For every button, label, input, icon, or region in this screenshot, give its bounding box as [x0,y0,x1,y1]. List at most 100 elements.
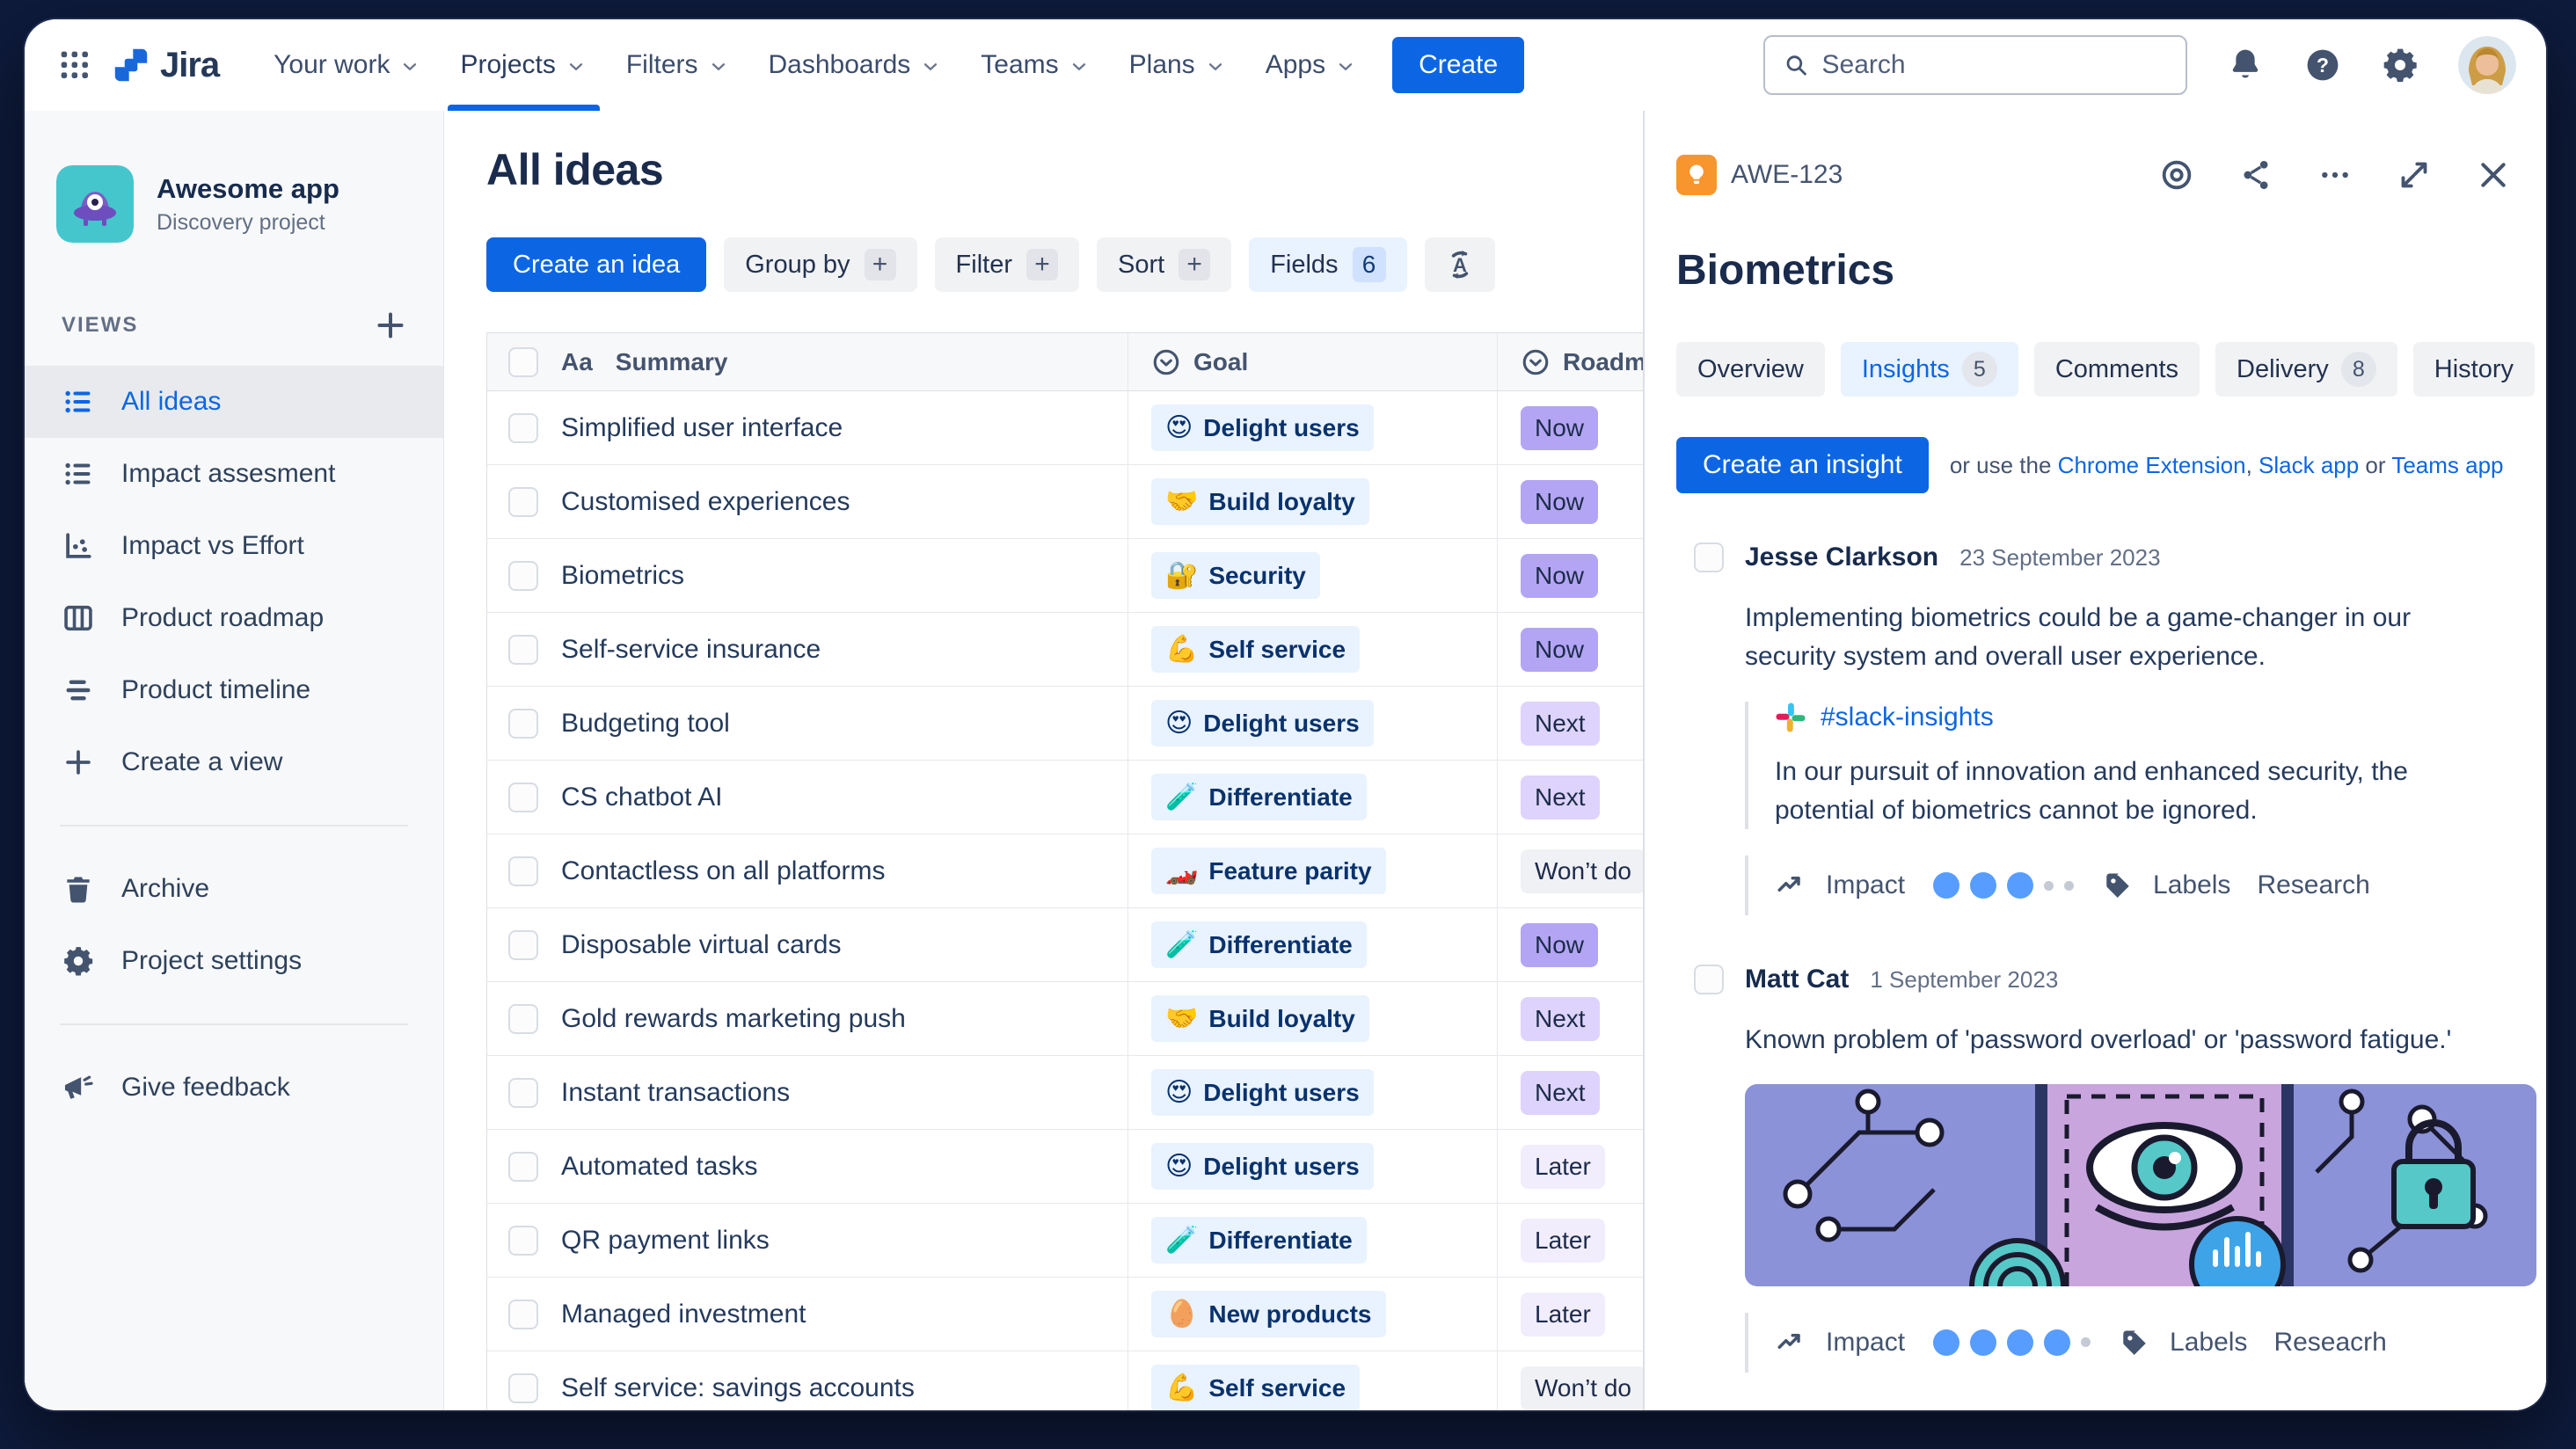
idea-summary[interactable]: Automated tasks [561,1151,758,1181]
close-icon[interactable] [2476,157,2511,193]
roadmap-badge[interactable]: Now [1521,405,1599,450]
user-avatar[interactable] [2458,36,2516,94]
panel-tab[interactable]: Delivery 8 [2215,342,2397,397]
roadmap-badge[interactable]: Now [1521,922,1599,967]
nav-item[interactable]: Plans [1110,19,1246,111]
nav-item[interactable]: Teams [961,19,1109,111]
create-button[interactable]: Create [1392,37,1525,93]
sidebar-tool-item[interactable]: Archive [25,853,443,925]
impact-rating[interactable] [1933,1329,2091,1356]
create-insight-button[interactable]: Create an insight [1676,437,1929,493]
create-idea-button[interactable]: Create an idea [486,237,707,292]
chrome-extension-link[interactable]: Chrome Extension [2057,451,2246,478]
table-row[interactable]: Contactless on all platforms 🏎️ Feature … [487,834,1779,908]
table-row[interactable]: Managed investment 🥚 New products Later [487,1278,1779,1351]
impact-dot[interactable] [1970,1329,1997,1356]
give-feedback-item[interactable]: Give feedback [25,1052,443,1124]
table-row[interactable]: Self service: savings accounts 💪 Self se… [487,1351,1779,1410]
table-row[interactable]: Automated tasks 😍 Delight users Later [487,1130,1779,1204]
roadmap-badge[interactable]: Next [1521,775,1600,819]
idea-summary[interactable]: Instant transactions [561,1077,791,1107]
goal-chip[interactable]: 🥚 New products [1151,1291,1386,1337]
sidebar-view-item[interactable]: Impact assesment [25,438,443,510]
idea-summary[interactable]: Customised experiences [561,486,850,516]
row-checkbox[interactable] [508,1151,538,1182]
idea-summary[interactable]: CS chatbot AI [561,782,723,812]
row-checkbox[interactable] [508,486,538,517]
row-checkbox[interactable] [508,782,538,812]
group-by-button[interactable]: Group by + [724,237,917,292]
goal-chip[interactable]: 😍 Delight users [1151,1143,1374,1190]
auto-translate-button[interactable]: A [1424,237,1495,292]
column-header-goal[interactable]: Goal [1193,347,1249,375]
more-icon[interactable] [2317,157,2353,193]
row-checkbox[interactable] [508,708,538,739]
fields-button[interactable]: Fields 6 [1249,237,1407,292]
goal-chip[interactable]: 🧪 Differentiate [1151,921,1367,968]
row-checkbox[interactable] [508,1077,538,1108]
row-checkbox[interactable] [508,1003,538,1034]
row-checkbox[interactable] [508,412,538,443]
idea-summary[interactable]: Managed investment [561,1299,806,1329]
nav-item[interactable]: Apps [1246,19,1376,111]
idea-summary[interactable]: Self-service insurance [561,634,821,664]
add-view-icon[interactable] [373,308,408,343]
impact-dot[interactable] [2007,1329,2034,1356]
roadmap-badge[interactable]: Next [1521,996,1600,1041]
sidebar-view-item[interactable]: All ideas [25,366,443,438]
panel-tab[interactable]: Insights 5 [1840,342,2018,397]
row-checkbox[interactable] [508,560,538,591]
search-box[interactable] [1763,35,2187,95]
nav-item[interactable]: Dashboards [749,19,962,111]
column-header-summary[interactable]: Summary [615,347,728,375]
idea-summary[interactable]: Budgeting tool [561,708,730,738]
settings-icon[interactable] [2381,46,2419,84]
goal-chip[interactable]: 😍 Delight users [1151,1069,1374,1116]
table-row[interactable]: Budgeting tool 😍 Delight users Next [487,687,1779,761]
goal-chip[interactable]: 🤝 Build loyalty [1151,995,1369,1042]
watch-icon[interactable] [2159,157,2194,193]
table-row[interactable]: Self-service insurance 💪 Self service No… [487,613,1779,687]
roadmap-badge[interactable]: Later [1521,1218,1605,1263]
panel-tab[interactable]: Overview [1676,342,1825,397]
idea-summary[interactable]: Simplified user interface [561,412,843,442]
table-row[interactable]: Biometrics 🔐 Security Now [487,539,1779,613]
impact-dot[interactable] [1970,872,1997,899]
roadmap-badge[interactable]: Won’t do [1521,848,1646,893]
sort-button[interactable]: Sort + [1097,237,1232,292]
idea-summary[interactable]: Gold rewards marketing push [561,1003,906,1033]
roadmap-badge[interactable]: Later [1521,1144,1605,1189]
notifications-icon[interactable] [2226,46,2265,84]
idea-summary[interactable]: Self service: savings accounts [561,1373,915,1402]
share-icon[interactable] [2238,157,2273,193]
impact-dot[interactable] [1933,1329,1960,1356]
impact-dot[interactable] [2064,880,2075,891]
impact-dot[interactable] [1933,872,1960,899]
help-icon[interactable]: ? [2303,46,2342,84]
goal-chip[interactable]: 🔐 Security [1151,552,1320,599]
roadmap-badge[interactable]: Won’t do [1521,1365,1646,1410]
expand-icon[interactable] [2397,157,2432,193]
table-row[interactable]: CS chatbot AI 🧪 Differentiate Next [487,761,1779,834]
table-row[interactable]: Disposable virtual cards 🧪 Differentiate… [487,908,1779,982]
insight-checkbox[interactable] [1694,542,1724,572]
impact-rating[interactable] [1933,872,2075,899]
impact-dot[interactable] [2007,872,2034,899]
filter-button[interactable]: Filter + [934,237,1079,292]
project-header[interactable]: Awesome app Discovery project [25,165,443,243]
row-checkbox[interactable] [508,634,538,665]
impact-dot[interactable] [2081,1337,2091,1347]
roadmap-badge[interactable]: Next [1521,1070,1600,1115]
label-value[interactable]: Reseacrh [2273,1327,2387,1357]
teams-app-link[interactable]: Teams app [2391,451,2504,478]
roadmap-badge[interactable]: Now [1521,627,1599,672]
impact-dot[interactable] [2044,880,2054,891]
table-row[interactable]: Instant transactions 😍 Delight users Nex… [487,1056,1779,1130]
app-grid-icon[interactable] [55,45,95,85]
jira-logo[interactable]: Jira [111,45,220,85]
table-row[interactable]: Simplified user interface 😍 Delight user… [487,391,1779,465]
goal-chip[interactable]: 😍 Delight users [1151,700,1374,746]
select-all-checkbox[interactable] [508,346,538,377]
goal-chip[interactable]: 🧪 Differentiate [1151,1217,1367,1263]
goal-chip[interactable]: 😍 Delight users [1151,404,1374,451]
